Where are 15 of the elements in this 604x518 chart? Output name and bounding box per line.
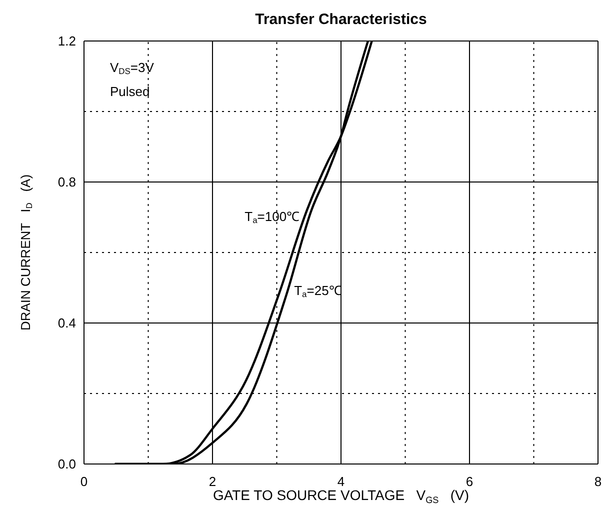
annotation: Pulsed <box>110 84 150 99</box>
y-tick-label: 0.4 <box>58 316 76 331</box>
x-tick-label: 4 <box>337 474 345 489</box>
x-tick-label: 0 <box>80 474 88 489</box>
y-tick-label: 1.2 <box>58 34 76 49</box>
x-tick-label: 6 <box>466 474 474 489</box>
x-tick-label: 2 <box>208 474 216 489</box>
y-tick-label: 0.8 <box>58 174 76 190</box>
text: GATE TO SOURCE VOLTAGE V$_{GS}$ (V) <box>212 487 470 505</box>
x-tick-label: 8 <box>594 474 602 489</box>
y-tick-label: 0.0 <box>58 456 76 472</box>
series-label: T$_{a}$=100℃ <box>244 208 300 226</box>
chart-title: Transfer Characteristics <box>255 11 427 28</box>
series-label: T$_{a}$=25℃ <box>294 282 342 300</box>
annotation: V$_{DS}$=3V <box>110 60 154 76</box>
